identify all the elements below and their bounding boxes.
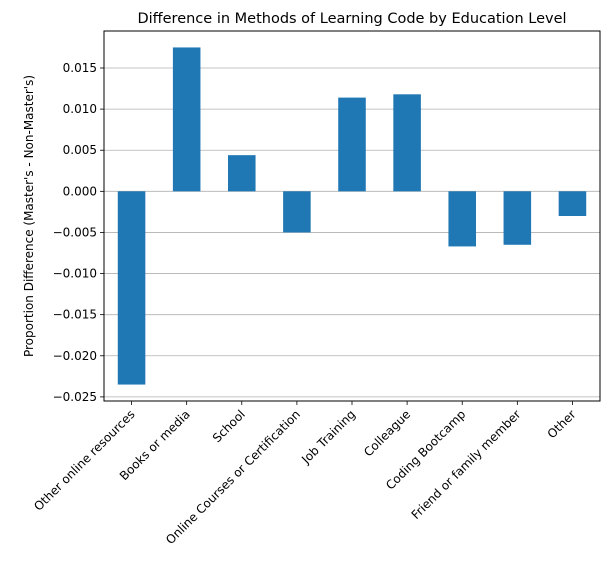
bar bbox=[503, 191, 532, 245]
x-tick-label: Other online resources bbox=[31, 407, 137, 513]
y-axis-ticks: −0.025 −0.020 −0.015 −0.010 −0.005 0.000 0.005… bbox=[53, 61, 104, 404]
y-tick-label: −0.015 bbox=[53, 308, 97, 322]
chart-title: Difference in Methods of Learning Code b… bbox=[137, 11, 566, 27]
bar bbox=[117, 191, 146, 385]
bar bbox=[338, 97, 366, 192]
x-tick-label: Friend or family member bbox=[409, 407, 524, 522]
x-tick-label: Colleague bbox=[361, 407, 413, 459]
bar bbox=[228, 155, 256, 192]
x-tick-label: School bbox=[210, 407, 248, 445]
y-axis-label: Proportion Difference (Master's - Non-Ma… bbox=[22, 75, 36, 357]
y-tick-label: −0.005 bbox=[53, 225, 97, 239]
bar bbox=[558, 191, 587, 216]
y-tick-label: −0.010 bbox=[53, 267, 97, 281]
bar bbox=[172, 47, 201, 192]
y-tick-label: 0.015 bbox=[63, 61, 97, 75]
y-tick-label: 0.010 bbox=[63, 102, 97, 116]
y-tick-label: 0.000 bbox=[63, 184, 97, 198]
x-tick-label: Other bbox=[545, 407, 579, 441]
y-tick-label: −0.025 bbox=[53, 390, 97, 404]
y-tick-label: −0.020 bbox=[53, 349, 97, 363]
y-tick-label: 0.005 bbox=[63, 143, 97, 157]
bars bbox=[117, 47, 587, 385]
x-tick-label: Job Training bbox=[298, 407, 358, 467]
bar bbox=[393, 94, 421, 192]
bar bbox=[448, 191, 476, 247]
bar bbox=[283, 191, 311, 233]
